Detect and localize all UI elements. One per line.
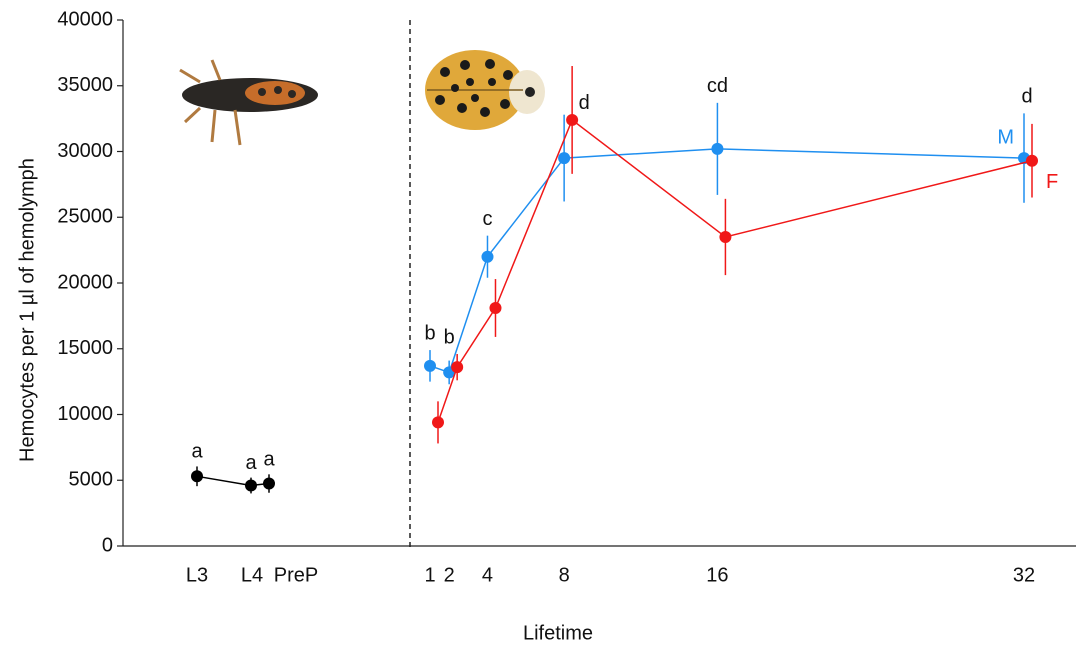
y-tick-label: 35000 xyxy=(57,74,113,96)
y-axis-label: Hemocytes per 1 µl of hemolymph xyxy=(16,158,38,462)
line xyxy=(430,149,1024,373)
x-tick-label: L3 xyxy=(186,564,208,586)
line xyxy=(438,120,1032,422)
point xyxy=(191,470,203,482)
y-tick-label: 10000 xyxy=(57,403,113,425)
point xyxy=(432,416,444,428)
x-tick-label: 4 xyxy=(482,564,493,586)
point xyxy=(451,361,463,373)
chart: Hemocytes per 1 µl of hemolymph Lifetime… xyxy=(0,0,1078,646)
larva-image xyxy=(180,60,318,145)
y-tick-label: 30000 xyxy=(57,140,113,162)
point xyxy=(566,114,578,126)
legend-label: F xyxy=(1046,171,1058,193)
point xyxy=(558,152,570,164)
x-tick-label: L4 xyxy=(241,564,263,586)
x-tick-label: 8 xyxy=(559,564,570,586)
letter: cd xyxy=(707,75,728,97)
point xyxy=(424,360,436,372)
letter: c xyxy=(482,208,492,230)
y-tick-label: 5000 xyxy=(69,469,114,491)
letter: a xyxy=(245,452,257,474)
y-tick-label: 15000 xyxy=(57,337,113,359)
point xyxy=(489,302,501,314)
point xyxy=(711,143,723,155)
point xyxy=(245,480,257,492)
letter: b xyxy=(424,322,435,344)
x-tick-label: 1 xyxy=(424,564,435,586)
x-tick-label: PreP xyxy=(274,564,318,586)
point xyxy=(481,251,493,263)
x-tick-label: 2 xyxy=(444,564,455,586)
line xyxy=(197,476,269,485)
x-tick-label: 32 xyxy=(1013,564,1035,586)
letter: a xyxy=(263,449,275,471)
y-tick-label: 25000 xyxy=(57,206,113,228)
x-axis-label: Lifetime xyxy=(523,622,593,644)
y-tick-label: 20000 xyxy=(57,271,113,293)
point xyxy=(719,231,731,243)
letter: b xyxy=(444,326,455,348)
letter: d xyxy=(1021,86,1032,108)
beetle-image xyxy=(425,50,545,130)
legend-label: M xyxy=(997,126,1014,148)
x-tick-label: 16 xyxy=(706,564,728,586)
point xyxy=(263,478,275,490)
letter: d xyxy=(579,92,590,114)
letter: a xyxy=(191,441,203,463)
y-tick-label: 40000 xyxy=(57,8,113,30)
y-tick-label: 0 xyxy=(102,534,113,556)
point xyxy=(1026,155,1038,167)
